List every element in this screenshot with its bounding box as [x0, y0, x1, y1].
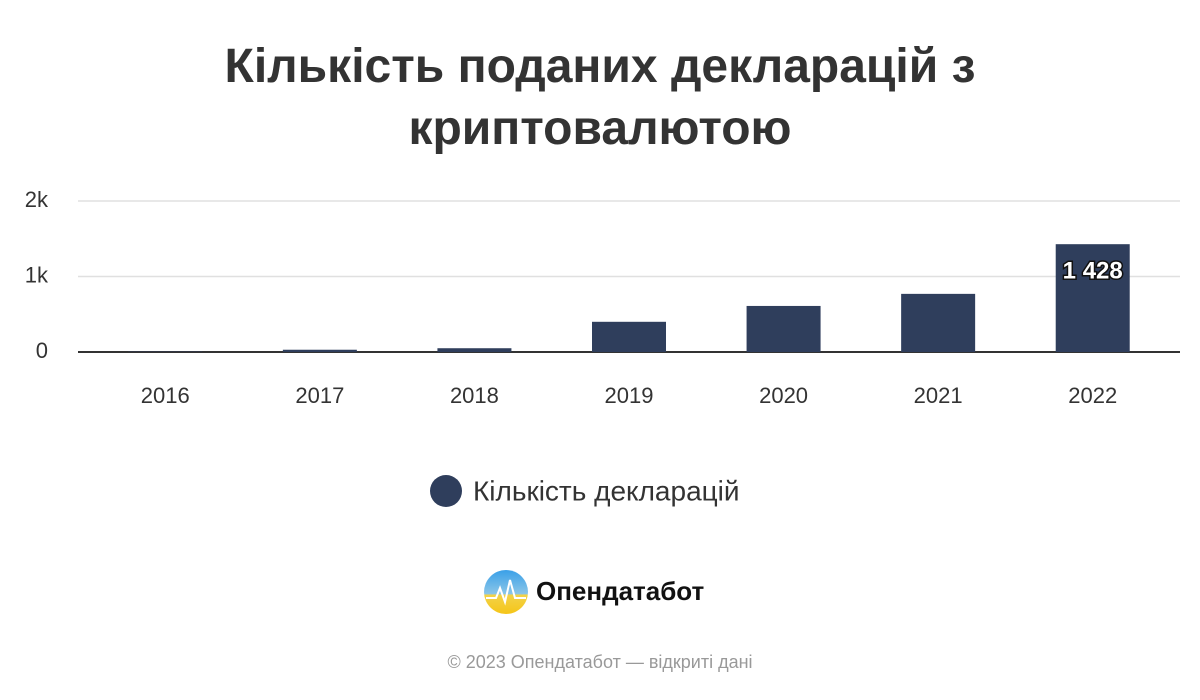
title-box: Кількість поданих декларацій з криптовал… [0, 36, 1200, 160]
x-tick-label: 2022 [1068, 383, 1117, 408]
logo-icon [484, 570, 528, 614]
bar [746, 305, 821, 352]
bar [282, 349, 357, 352]
chart-title: Кількість поданих декларацій з криптовал… [224, 40, 976, 155]
logo: Опендатабот [484, 570, 705, 614]
x-tick-label: 2020 [759, 383, 808, 408]
data-label: 1 428 [1063, 258, 1123, 285]
bar [592, 321, 666, 352]
legend-label: Кількість декларацій [473, 475, 740, 506]
x-tick-label: 2016 [141, 383, 190, 408]
footer: © 2023 Опендатабот — відкриті дані [447, 652, 752, 672]
x-tick-label: 2019 [605, 383, 654, 408]
y-tick-label: 1k [25, 262, 49, 287]
logo-pulse [486, 579, 526, 606]
x-tick-label: 2021 [914, 383, 963, 408]
logo-text: Опендатабот [536, 576, 705, 606]
y-tick-label: 2k [25, 187, 49, 212]
x-tick-label: 2017 [295, 383, 344, 408]
bar [1055, 244, 1130, 352]
bar [901, 293, 976, 352]
bar [437, 348, 512, 352]
legend-marker [430, 475, 462, 507]
x-tick-label: 2018 [450, 383, 499, 408]
y-tick-label: 0 [36, 338, 48, 363]
